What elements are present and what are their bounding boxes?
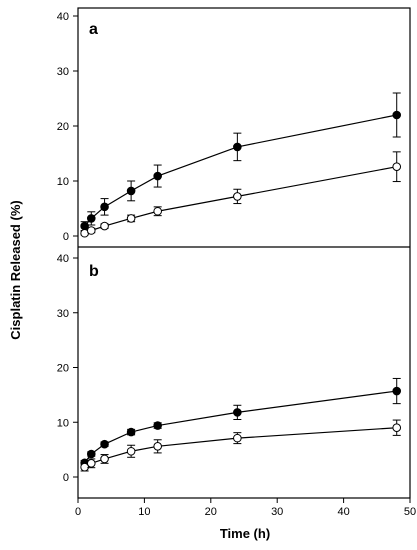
y-tick-label: 40 xyxy=(57,11,69,23)
y-axis-title: Cisplatin Released (%) xyxy=(8,200,23,339)
y-tick-label: 10 xyxy=(57,176,69,188)
data-point-b-1 xyxy=(100,439,109,449)
data-point-b-1 xyxy=(86,449,96,459)
y-tick-label: 10 xyxy=(57,417,69,429)
data-point-a-1 xyxy=(233,142,242,152)
data-point-a-2 xyxy=(392,162,402,171)
data-point-a-1 xyxy=(126,186,136,196)
x-axis-title: Time (h) xyxy=(220,526,270,541)
plot-frame xyxy=(77,7,411,499)
data-point-b-2 xyxy=(80,462,89,472)
data-point-b-2 xyxy=(233,433,242,443)
y-tick-label: 20 xyxy=(57,121,69,133)
data-point-a-2 xyxy=(86,226,96,235)
data-point-a-1 xyxy=(100,202,109,212)
y-tick-label: 30 xyxy=(57,66,69,78)
data-point-a-2 xyxy=(100,221,109,231)
data-point-b-2 xyxy=(126,446,136,456)
x-tick-label: 10 xyxy=(138,506,150,518)
series-line-a-1 xyxy=(84,114,397,227)
data-point-b-1 xyxy=(233,408,242,417)
panel-label-b: b xyxy=(89,263,99,280)
y-tick-label: 20 xyxy=(57,363,69,375)
data-point-a-1 xyxy=(392,110,402,120)
data-point-a-2 xyxy=(153,206,162,216)
y-tick-label: 0 xyxy=(63,472,69,484)
data-point-a-1 xyxy=(86,214,96,223)
data-point-b-2 xyxy=(392,423,402,433)
data-point-b-2 xyxy=(100,454,109,464)
data-point-b-1 xyxy=(126,427,136,437)
x-tick-label: 30 xyxy=(271,506,283,518)
x-tick-label: 20 xyxy=(205,506,217,518)
panel-label-a: a xyxy=(89,21,98,38)
data-point-b-2 xyxy=(153,442,162,451)
data-point-a-2 xyxy=(233,192,242,201)
y-tick-label: 40 xyxy=(57,253,69,265)
x-tick-label: 50 xyxy=(404,506,416,518)
data-point-b-2 xyxy=(86,459,96,468)
data-point-b-1 xyxy=(392,386,402,396)
y-tick-label: 0 xyxy=(63,231,69,243)
data-point-b-1 xyxy=(153,421,162,430)
y-tick-label: 30 xyxy=(57,308,69,320)
data-point-a-2 xyxy=(126,214,136,223)
data-point-a-1 xyxy=(153,171,162,181)
x-tick-label: 40 xyxy=(337,506,349,518)
x-tick-label: 0 xyxy=(75,506,81,518)
